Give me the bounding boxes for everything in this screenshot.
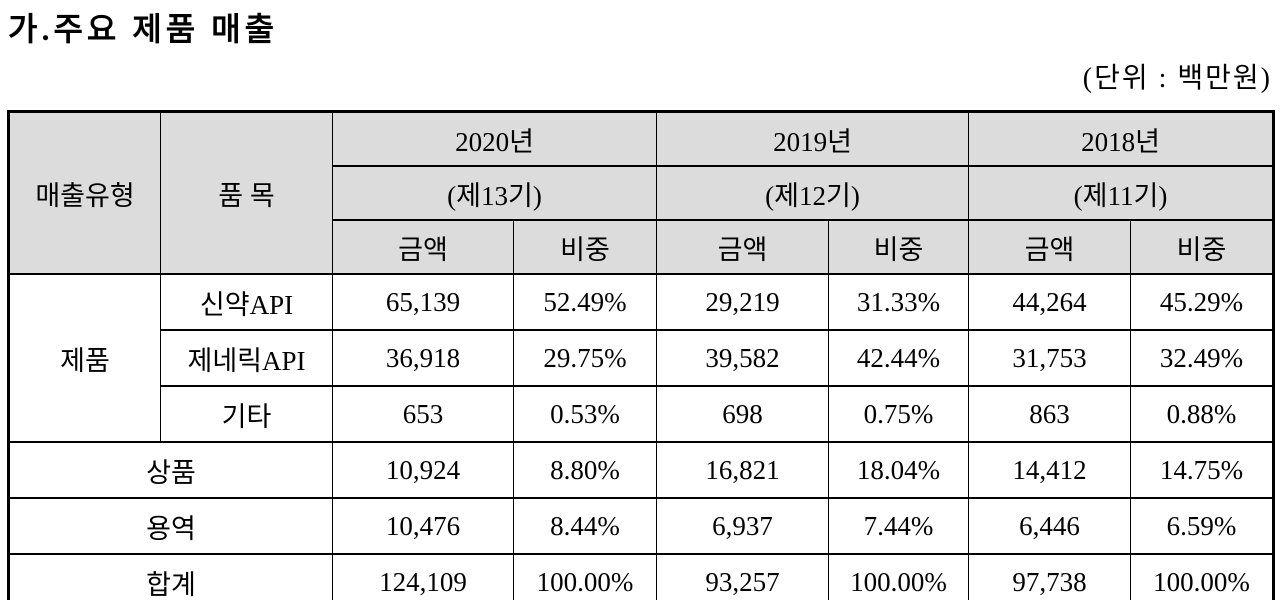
- cell-item-etc: 기타: [160, 385, 333, 443]
- table-row-product-newdrug-api: 제품 신약API 65,139 52.49% 29,219 31.33% 44,…: [8, 273, 1274, 443]
- cell-ratio-2018: 14.75%: [1130, 441, 1274, 499]
- cell-amount-2018: 31,753: [968, 329, 1131, 387]
- cell-label-merchandise: 상품: [8, 441, 333, 499]
- cell-amount-2020: 36,918: [332, 329, 514, 387]
- header-ratio-2020: 비중: [513, 219, 657, 275]
- table-row-merchandise: 상품 10,924 8.80% 16,821 18.04% 14,412 14.…: [8, 441, 1274, 499]
- cell-ratio-2018: 100.00%: [1130, 553, 1274, 600]
- cell-item-generic-api: 제네릭API: [160, 329, 333, 387]
- table-row-total: 합계 124,109 100.00% 93,257 100.00% 97,738…: [8, 553, 1274, 600]
- cell-amount-2018: 14,412: [968, 441, 1131, 499]
- cell-label-services: 용역: [8, 497, 333, 555]
- cell-amount-2019: 6,937: [656, 497, 829, 555]
- cell-amount-2019: 16,821: [656, 441, 829, 499]
- cell-amount-2019: 93,257: [656, 553, 829, 600]
- cell-amount-2019: 698: [656, 385, 829, 443]
- cell-group-product: 제품: [8, 273, 161, 443]
- cell-amount-2020: 653: [332, 385, 514, 443]
- cell-ratio-2020: 29.75%: [513, 329, 657, 387]
- header-year-2019: 2019년: [656, 110, 969, 167]
- header-period-12: (제12기): [656, 165, 969, 221]
- cell-label-total: 합계: [8, 553, 333, 600]
- header-year-2020: 2020년: [332, 110, 657, 167]
- sales-table: 매출유형 품 목 2020년 2019년 2018년 (제13기) (제12기)…: [7, 110, 1275, 600]
- cell-amount-2018: 863: [968, 385, 1131, 443]
- header-row-measures: 금액 비중 금액 비중 금액 비중: [9, 219, 1274, 275]
- cell-amount-2020: 124,109: [332, 553, 514, 600]
- cell-ratio-2018: 6.59%: [1130, 497, 1274, 555]
- unit-note: (단위 : 백만원): [1082, 63, 1272, 94]
- header-sales-type: 매출유형: [8, 110, 161, 275]
- cell-ratio-2018: 45.29%: [1130, 273, 1274, 331]
- header-row-periods: (제13기) (제12기) (제11기): [9, 165, 1274, 221]
- header-period-13: (제13기): [332, 165, 657, 221]
- header-row-years: 매출유형 품 목 2020년 2019년 2018년: [8, 110, 1274, 275]
- cell-ratio-2020: 8.80%: [513, 441, 657, 499]
- cell-ratio-2020: 0.53%: [513, 385, 657, 443]
- cell-ratio-2019: 0.75%: [828, 385, 969, 443]
- cell-ratio-2019: 42.44%: [828, 329, 969, 387]
- table-row-services: 용역 10,476 8.44% 6,937 7.44% 6,446 6.59%: [8, 497, 1274, 555]
- cell-ratio-2018: 32.49%: [1130, 329, 1274, 387]
- cell-amount-2018: 97,738: [968, 553, 1131, 600]
- header-amount-2020: 금액: [332, 219, 514, 275]
- cell-ratio-2020: 52.49%: [513, 273, 657, 331]
- cell-ratio-2020: 100.00%: [513, 553, 657, 600]
- cell-ratio-2019: 31.33%: [828, 273, 969, 331]
- table-row-etc: 기타 653 0.53% 698 0.75% 863 0.88%: [9, 385, 1274, 443]
- cell-amount-2018: 6,446: [968, 497, 1131, 555]
- header-amount-2019: 금액: [656, 219, 829, 275]
- header-ratio-2019: 비중: [828, 219, 969, 275]
- header-year-2018: 2018년: [968, 110, 1274, 167]
- cell-ratio-2019: 18.04%: [828, 441, 969, 499]
- page-title: 가.주요 제품 매출: [8, 11, 279, 47]
- header-ratio-2018: 비중: [1130, 219, 1274, 275]
- cell-ratio-2018: 0.88%: [1130, 385, 1274, 443]
- cell-amount-2020: 10,924: [332, 441, 514, 499]
- cell-amount-2018: 44,264: [968, 273, 1131, 331]
- table-row-generic-api: 제네릭API 36,918 29.75% 39,582 42.44% 31,75…: [9, 329, 1274, 387]
- cell-amount-2020: 10,476: [332, 497, 514, 555]
- cell-amount-2020: 65,139: [332, 273, 514, 331]
- header-period-11: (제11기): [968, 165, 1274, 221]
- cell-ratio-2020: 8.44%: [513, 497, 657, 555]
- header-item: 품 목: [160, 110, 333, 275]
- cell-ratio-2019: 100.00%: [828, 553, 969, 600]
- cell-ratio-2019: 7.44%: [828, 497, 969, 555]
- cell-amount-2019: 39,582: [656, 329, 829, 387]
- cell-amount-2019: 29,219: [656, 273, 829, 331]
- cell-item-newdrug-api: 신약API: [160, 273, 333, 331]
- header-amount-2018: 금액: [968, 219, 1131, 275]
